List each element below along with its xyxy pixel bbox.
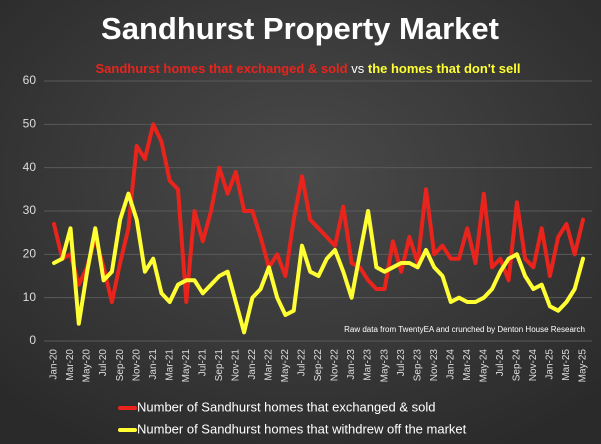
x-tick-label: May-22 xyxy=(280,349,291,383)
x-tick-label: Mar-24 xyxy=(462,349,473,381)
x-tick-label: May-25 xyxy=(578,349,589,383)
x-tick-label: Jul-24 xyxy=(495,349,506,377)
y-tick-label: 10 xyxy=(23,290,37,304)
x-tick-label: Jan-25 xyxy=(545,349,556,380)
chart-title: Sandhurst Property Market xyxy=(101,11,499,46)
x-tick-label: Sep-22 xyxy=(313,349,324,382)
annotation: Raw data from TwentyEA and crunched by D… xyxy=(344,325,585,334)
x-tick-label: Jul-23 xyxy=(396,349,407,377)
x-tick-label: Jul-22 xyxy=(297,349,308,377)
legend-label: Number of Sandhurst homes that withdrew … xyxy=(137,421,467,436)
subtitle-part: vs xyxy=(351,61,365,76)
subtitle-part: Sandhurst homes that exchanged & sold xyxy=(96,61,348,76)
chart-subtitle: Sandhurst homes that exchanged & sold vs… xyxy=(96,61,521,76)
x-tick-label: Jul-21 xyxy=(197,349,208,377)
x-tick-label: Jan-22 xyxy=(247,349,258,380)
series-line xyxy=(52,191,585,335)
x-tick-label: Nov-24 xyxy=(528,349,539,382)
x-tick-label: Mar-23 xyxy=(363,349,374,381)
series-line xyxy=(52,122,585,304)
y-tick-label: 30 xyxy=(23,203,37,217)
x-tick-label: May-21 xyxy=(181,349,192,383)
x-tick-label: Mar-25 xyxy=(561,349,572,381)
x-tick-label: May-23 xyxy=(379,349,390,383)
x-tick-label: Mar-22 xyxy=(264,349,275,381)
x-tick-label: Sep-20 xyxy=(115,349,126,382)
x-tick-label: Sep-24 xyxy=(512,349,523,382)
y-tick-label: 50 xyxy=(23,117,37,131)
x-tick-label: Nov-21 xyxy=(230,349,241,382)
x-tick-label: Nov-23 xyxy=(429,349,440,382)
x-tick-label: Mar-21 xyxy=(164,349,175,381)
subtitle-part: the homes that don't sell xyxy=(368,61,521,76)
x-tick-label: Mar-20 xyxy=(65,349,76,381)
x-tick-label: May-24 xyxy=(478,349,489,383)
x-tick-label: May-20 xyxy=(82,349,93,383)
x-tick-label: Sep-21 xyxy=(214,349,225,382)
x-tick-label: Nov-20 xyxy=(131,349,142,382)
y-tick-label: 0 xyxy=(29,333,36,347)
y-tick-label: 20 xyxy=(23,247,37,261)
x-tick-label: Jul-20 xyxy=(98,349,109,377)
x-tick-label: Sep-23 xyxy=(412,349,423,382)
x-tick-label: Jan-24 xyxy=(445,349,456,380)
x-tick-label: Jan-21 xyxy=(148,349,159,380)
legend-label: Number of Sandhurst homes that exchanged… xyxy=(137,399,435,414)
x-tick-label: Jan-20 xyxy=(49,349,60,380)
y-tick-label: 60 xyxy=(23,73,37,87)
x-tick-label: Nov-22 xyxy=(330,349,341,382)
y-tick-label: 40 xyxy=(23,160,37,174)
x-tick-label: Jan-23 xyxy=(346,349,357,380)
